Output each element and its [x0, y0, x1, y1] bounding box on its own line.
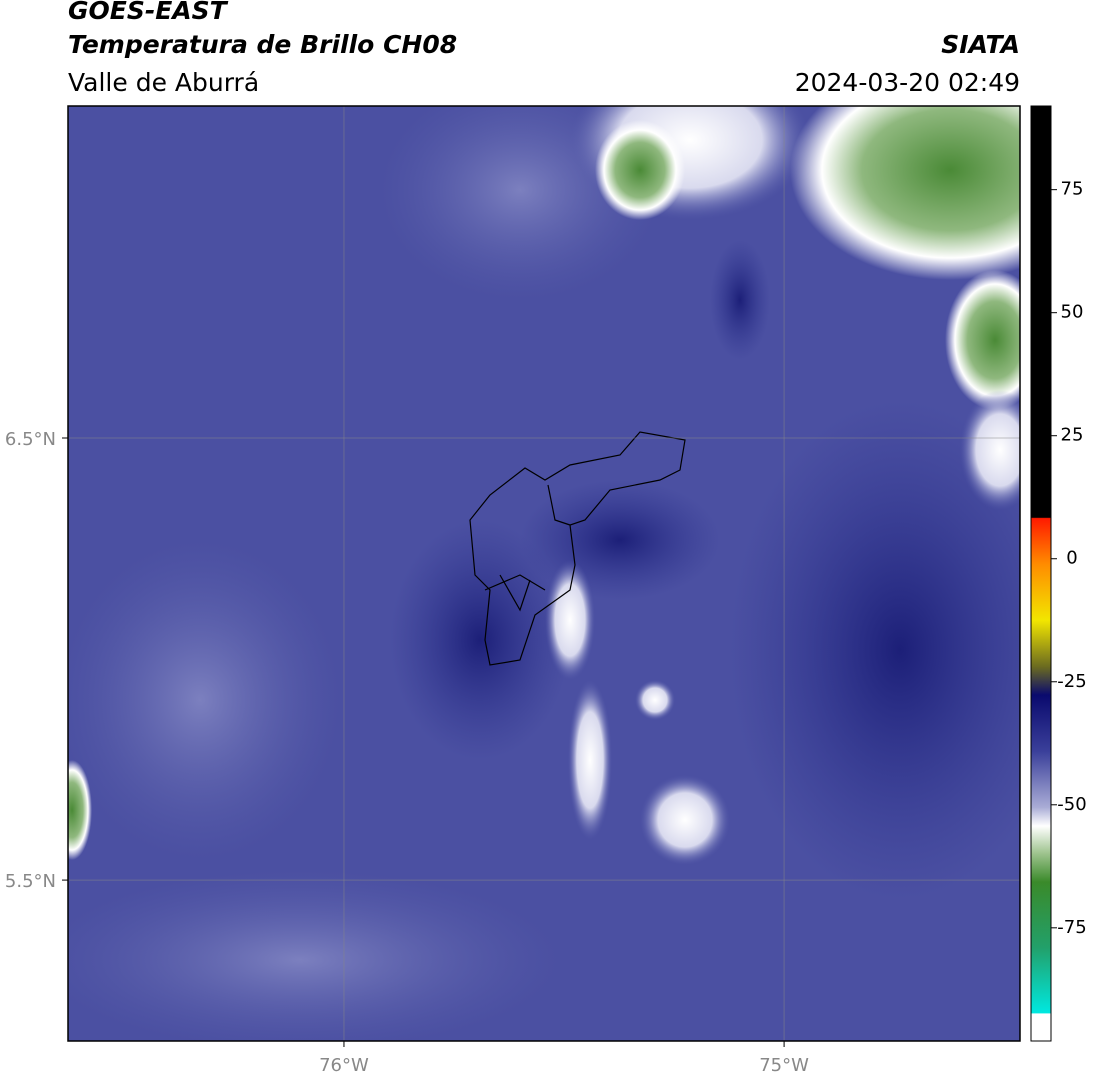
colorbar-tick-label: 50	[1061, 302, 1084, 323]
datetime: 2024-03-20 02:49	[795, 68, 1020, 97]
colorbar-tick-label: -75	[1057, 917, 1086, 938]
colorbar-tick-label: -50	[1057, 794, 1086, 815]
lat-tick-label: 5.5°N	[5, 871, 56, 892]
colorbar-tick-label: 75	[1061, 179, 1084, 200]
region: Valle de Aburrá	[68, 68, 259, 97]
lon-tick-label: 75°W	[759, 1055, 809, 1076]
map-frame	[67, 105, 1021, 1042]
satellite-image	[68, 106, 1020, 1041]
subtitle: Temperatura de Brillo CH08	[68, 30, 457, 59]
title: GOES-EAST	[68, 0, 229, 25]
lat-tick-label: 6.5°N	[5, 429, 56, 450]
colorbar-tick-label: -25	[1057, 671, 1086, 692]
source: SIATA	[941, 30, 1020, 59]
colorbar-tick-label: 25	[1061, 425, 1084, 446]
colorbar	[1030, 105, 1052, 1042]
lon-tick-label: 76°W	[319, 1055, 369, 1076]
colorbar-tick-label: 0	[1066, 548, 1077, 569]
